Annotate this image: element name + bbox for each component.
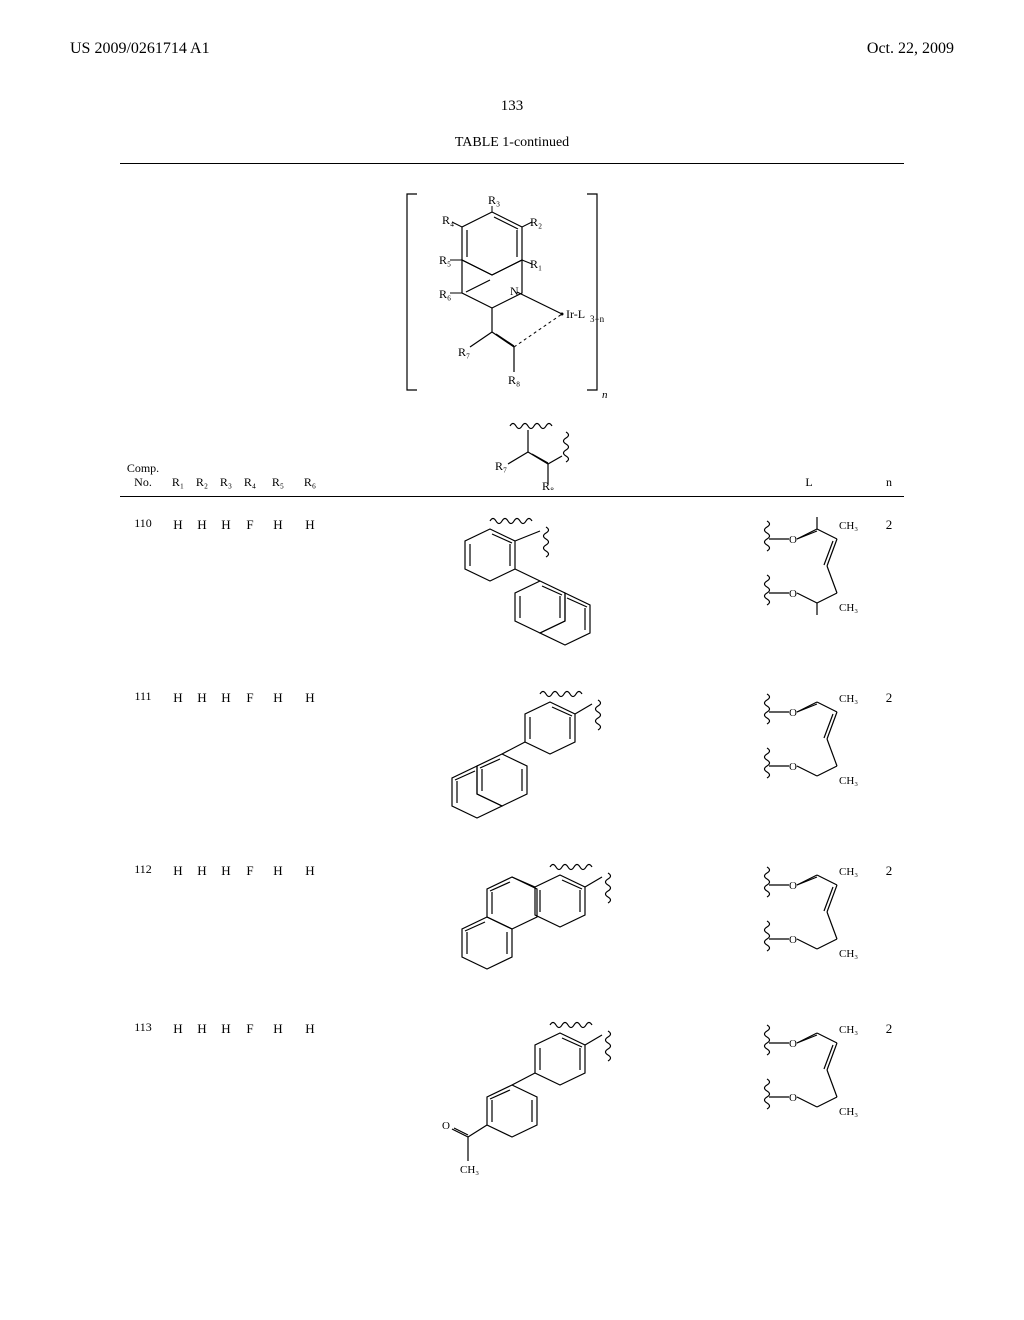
patent-number: US 2009/0261714 A1: [70, 40, 210, 58]
svg-text:O: O: [789, 934, 797, 946]
cell-r: H: [190, 1013, 214, 1037]
svg-text:R₈: R₈: [508, 373, 520, 387]
cell-r: H: [190, 682, 214, 706]
table-title: TABLE 1-continued: [0, 135, 1024, 151]
cell-fragment: [326, 509, 744, 664]
cell-n: 2: [874, 1013, 904, 1037]
col-r6: R₆: [294, 475, 326, 490]
svg-text:CH₃: CH₃: [839, 775, 858, 787]
page-number: 133: [0, 98, 1024, 115]
cell-r: H: [262, 1013, 294, 1037]
svg-text:3−n: 3−n: [590, 314, 605, 324]
cell-r: H: [190, 855, 214, 879]
col-r5: R₅: [262, 475, 294, 490]
cell-comp: 111: [120, 682, 166, 704]
cell-r: F: [238, 682, 262, 706]
cell-r: H: [214, 855, 238, 879]
svg-text:R₄: R₄: [442, 213, 454, 227]
col-r3: R₃: [214, 475, 238, 490]
cell-r: H: [294, 509, 326, 533]
cell-fragment: [326, 682, 744, 837]
cell-fragment: [326, 855, 744, 995]
table: N R₃ R₂ R₁ R₄ R₅ R₆: [120, 163, 904, 1189]
cell-comp: 113: [120, 1013, 166, 1035]
svg-text:CH₃: CH₃: [460, 1164, 479, 1176]
table-row: 111 H H H F H H: [120, 670, 904, 843]
cell-r: F: [238, 855, 262, 879]
column-headers: Comp.No. R₁ R₂ R₃ R₄ R₅ R₆ R: [120, 408, 904, 497]
svg-text:CH₃: CH₃: [839, 1106, 858, 1118]
svg-text:CH₃: CH₃: [839, 1024, 858, 1036]
cell-r: H: [166, 509, 190, 533]
cell-r: H: [214, 1013, 238, 1037]
svg-text:O: O: [789, 588, 797, 600]
svg-text:N: N: [510, 284, 519, 298]
cell-r: H: [262, 682, 294, 706]
col-l: L: [744, 475, 874, 490]
cell-r: H: [190, 509, 214, 533]
cell-l: O O CH₃ CH₃: [744, 855, 874, 975]
table-row: 113 H H H F H H: [120, 1001, 904, 1189]
svg-text:R₅: R₅: [439, 253, 451, 267]
table-row: 110 H H H F H H: [120, 497, 904, 670]
svg-text:O: O: [789, 707, 797, 719]
col-n: n: [874, 475, 904, 490]
table-row: 112 H H H F H H: [120, 843, 904, 1001]
cell-n: 2: [874, 682, 904, 706]
cell-fragment: O CH₃: [326, 1013, 744, 1183]
svg-text:CH₃: CH₃: [839, 866, 858, 878]
cell-r: H: [262, 509, 294, 533]
col-fragment: R₇ R₈: [326, 412, 744, 490]
col-r2: R₂: [190, 475, 214, 490]
svg-text:O: O: [789, 1038, 797, 1050]
cell-r: H: [214, 509, 238, 533]
svg-text:O: O: [789, 534, 797, 546]
svg-text:CH₃: CH₃: [839, 602, 858, 614]
cell-r: H: [166, 855, 190, 879]
cell-r: H: [294, 855, 326, 879]
cell-r: H: [214, 682, 238, 706]
svg-text:R₇: R₇: [458, 345, 470, 359]
svg-text:O: O: [442, 1120, 450, 1132]
col-comp-no: Comp.No.: [120, 462, 166, 490]
svg-text:CH₃: CH₃: [839, 520, 858, 532]
cell-n: 2: [874, 509, 904, 533]
col-r1: R₁: [166, 475, 190, 490]
cell-n: 2: [874, 855, 904, 879]
cell-r: H: [166, 1013, 190, 1037]
cell-l: O O CH₃ CH₃: [744, 682, 874, 802]
cell-l: O O CH₃ CH₃: [744, 1013, 874, 1133]
svg-text:CH₃: CH₃: [839, 693, 858, 705]
svg-text:Ir-L: Ir-L: [566, 307, 585, 321]
cell-r: F: [238, 509, 262, 533]
cell-comp: 112: [120, 855, 166, 877]
svg-text:O: O: [789, 761, 797, 773]
main-structure-diagram: N R₃ R₂ R₁ R₄ R₅ R₆: [120, 164, 904, 408]
cell-r: H: [294, 1013, 326, 1037]
svg-text:R₆: R₆: [439, 287, 451, 301]
patent-date: Oct. 22, 2009: [867, 40, 954, 58]
cell-comp: 110: [120, 509, 166, 531]
svg-text:O: O: [789, 880, 797, 892]
svg-text:R₃: R₃: [488, 193, 500, 207]
cell-r: H: [166, 682, 190, 706]
cell-l: O O CH₃ CH₃: [744, 509, 874, 629]
patent-header: US 2009/0261714 A1 Oct. 22, 2009: [0, 0, 1024, 58]
col-r4: R₄: [238, 475, 262, 490]
svg-text:R₇: R₇: [495, 459, 507, 473]
svg-text:CH₃: CH₃: [839, 948, 858, 960]
cell-r: H: [294, 682, 326, 706]
cell-r: H: [262, 855, 294, 879]
cell-r: F: [238, 1013, 262, 1037]
svg-text:n: n: [602, 389, 608, 401]
svg-text:R₈: R₈: [542, 479, 554, 490]
svg-text:O: O: [789, 1092, 797, 1104]
